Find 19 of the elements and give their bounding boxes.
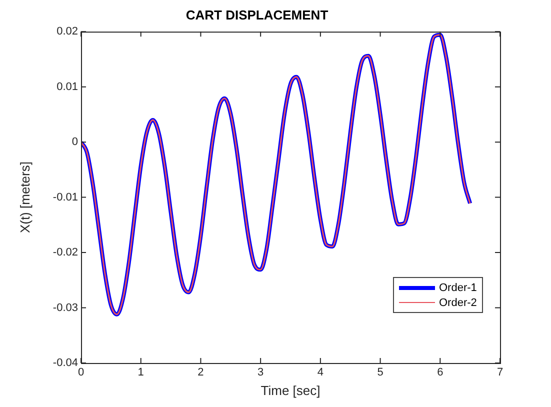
x-tick-label: 1 xyxy=(138,366,144,379)
legend-label: Order-1 xyxy=(439,282,477,294)
x-tick-label: 3 xyxy=(258,366,264,379)
chart-title: CART DISPLACEMENT xyxy=(186,7,328,22)
y-tick-label: 0.01 xyxy=(56,80,78,93)
y-tick-label: 0.02 xyxy=(56,26,78,38)
x-tick-label: 4 xyxy=(317,366,324,379)
y-axis-title: X(t) [meters] xyxy=(17,162,32,234)
x-tick-label: 7 xyxy=(496,366,504,379)
x-tick-label: 2 xyxy=(198,366,204,379)
x-tick-label: 5 xyxy=(377,366,384,379)
y-tick-label: -0.03 xyxy=(52,302,78,314)
x-tick-label: 6 xyxy=(437,366,444,379)
x-axis-title: Time [sec] xyxy=(260,382,320,398)
y-tick-label: -0.04 xyxy=(52,357,78,370)
y-tick-label: -0.02 xyxy=(52,246,78,259)
y-tick-label: -0.01 xyxy=(52,191,78,204)
legend-label: Order-2 xyxy=(439,296,477,308)
y-tick-label: 0 xyxy=(72,136,78,148)
